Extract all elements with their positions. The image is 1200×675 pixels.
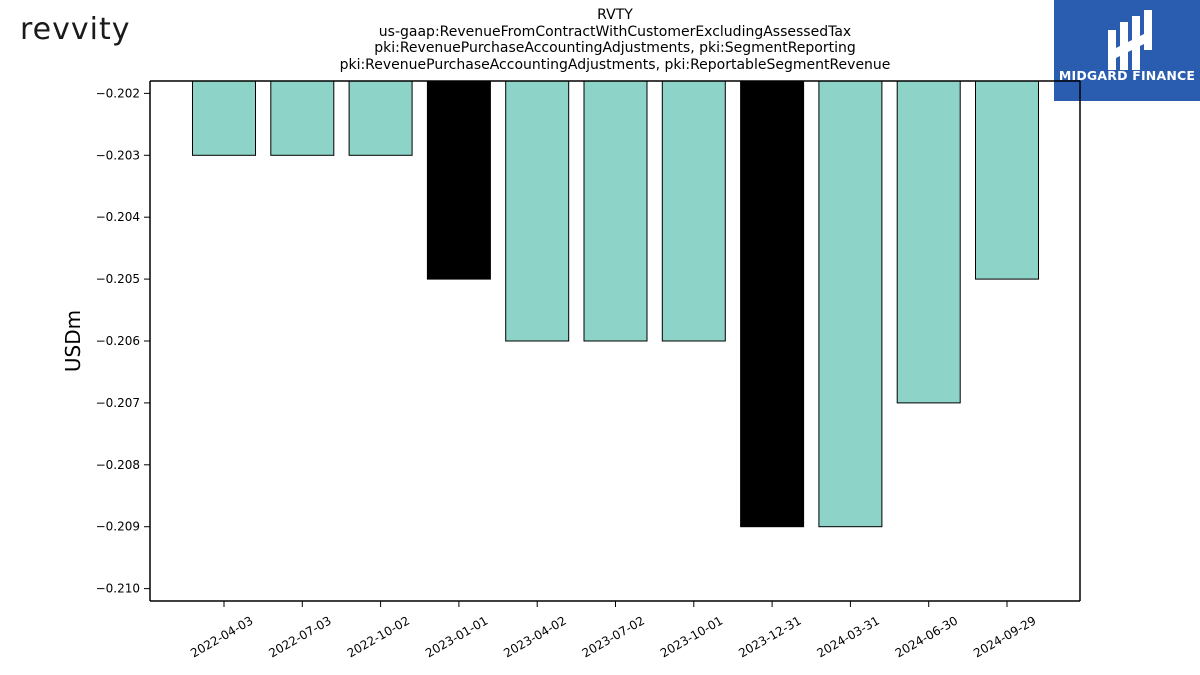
y-tick-label: −0.210 xyxy=(96,582,140,596)
y-axis-title: USDm xyxy=(61,310,85,372)
company-logo: revvity xyxy=(20,12,131,47)
x-tick-label: 2023-12-31 xyxy=(736,613,803,660)
bar-2022-10-02 xyxy=(348,80,413,156)
x-tick-label: 2022-10-02 xyxy=(345,613,412,660)
chart-title: RVTY us-gaap:RevenueFromContractWithCust… xyxy=(150,7,1080,73)
x-tick-label: 2024-03-31 xyxy=(814,613,881,660)
x-tick-label: 2023-10-01 xyxy=(658,613,725,660)
y-tick-label: −0.209 xyxy=(96,520,140,534)
bar-2024-09-29 xyxy=(975,80,1039,280)
y-tick-label: −0.207 xyxy=(96,396,140,410)
chart-title-line: us-gaap:RevenueFromContractWithCustomerE… xyxy=(378,23,852,40)
bar-2023-10-01 xyxy=(661,80,726,342)
bars-layer xyxy=(192,80,1039,528)
y-tick-label: −0.203 xyxy=(96,148,140,162)
brand-mark-icon xyxy=(1108,10,1152,70)
brand-logo-box: MIDGARD FINANCE xyxy=(1054,0,1200,101)
bar-2023-07-02 xyxy=(583,80,648,342)
x-tick-label: 2023-04-02 xyxy=(501,613,568,660)
chart-title-line: pki:RevenuePurchaseAccountingAdjustments… xyxy=(374,40,856,56)
bar-2022-07-03 xyxy=(270,80,335,156)
bar-2023-04-02 xyxy=(505,80,570,342)
x-tick-label: 2023-01-01 xyxy=(423,613,490,660)
x-tick-label: 2023-07-02 xyxy=(580,613,647,660)
x-tick-label: 2024-09-29 xyxy=(971,613,1038,660)
y-tick-label: −0.208 xyxy=(96,458,140,472)
y-tick-label: −0.204 xyxy=(96,210,140,224)
x-tick-label: 2022-07-03 xyxy=(266,613,333,660)
bar-2024-06-30 xyxy=(896,80,961,404)
brand-name: MIDGARD FINANCE xyxy=(1058,68,1196,83)
y-tick-label: −0.202 xyxy=(96,86,140,100)
bar-2023-12-31 xyxy=(740,80,805,528)
x-tick-label: 2022-04-03 xyxy=(188,613,255,660)
y-tick-label: −0.206 xyxy=(96,334,140,348)
y-tick-label: −0.205 xyxy=(96,272,140,286)
bar-2023-01-01 xyxy=(426,80,491,280)
x-tick-label: 2024-06-30 xyxy=(893,613,960,660)
bar-2022-04-03 xyxy=(192,80,256,156)
bar-2024-03-31 xyxy=(818,80,883,528)
chart-title-line: pki:RevenuePurchaseAccountingAdjustments… xyxy=(339,56,891,73)
chart-title-line: RVTY xyxy=(597,7,633,23)
